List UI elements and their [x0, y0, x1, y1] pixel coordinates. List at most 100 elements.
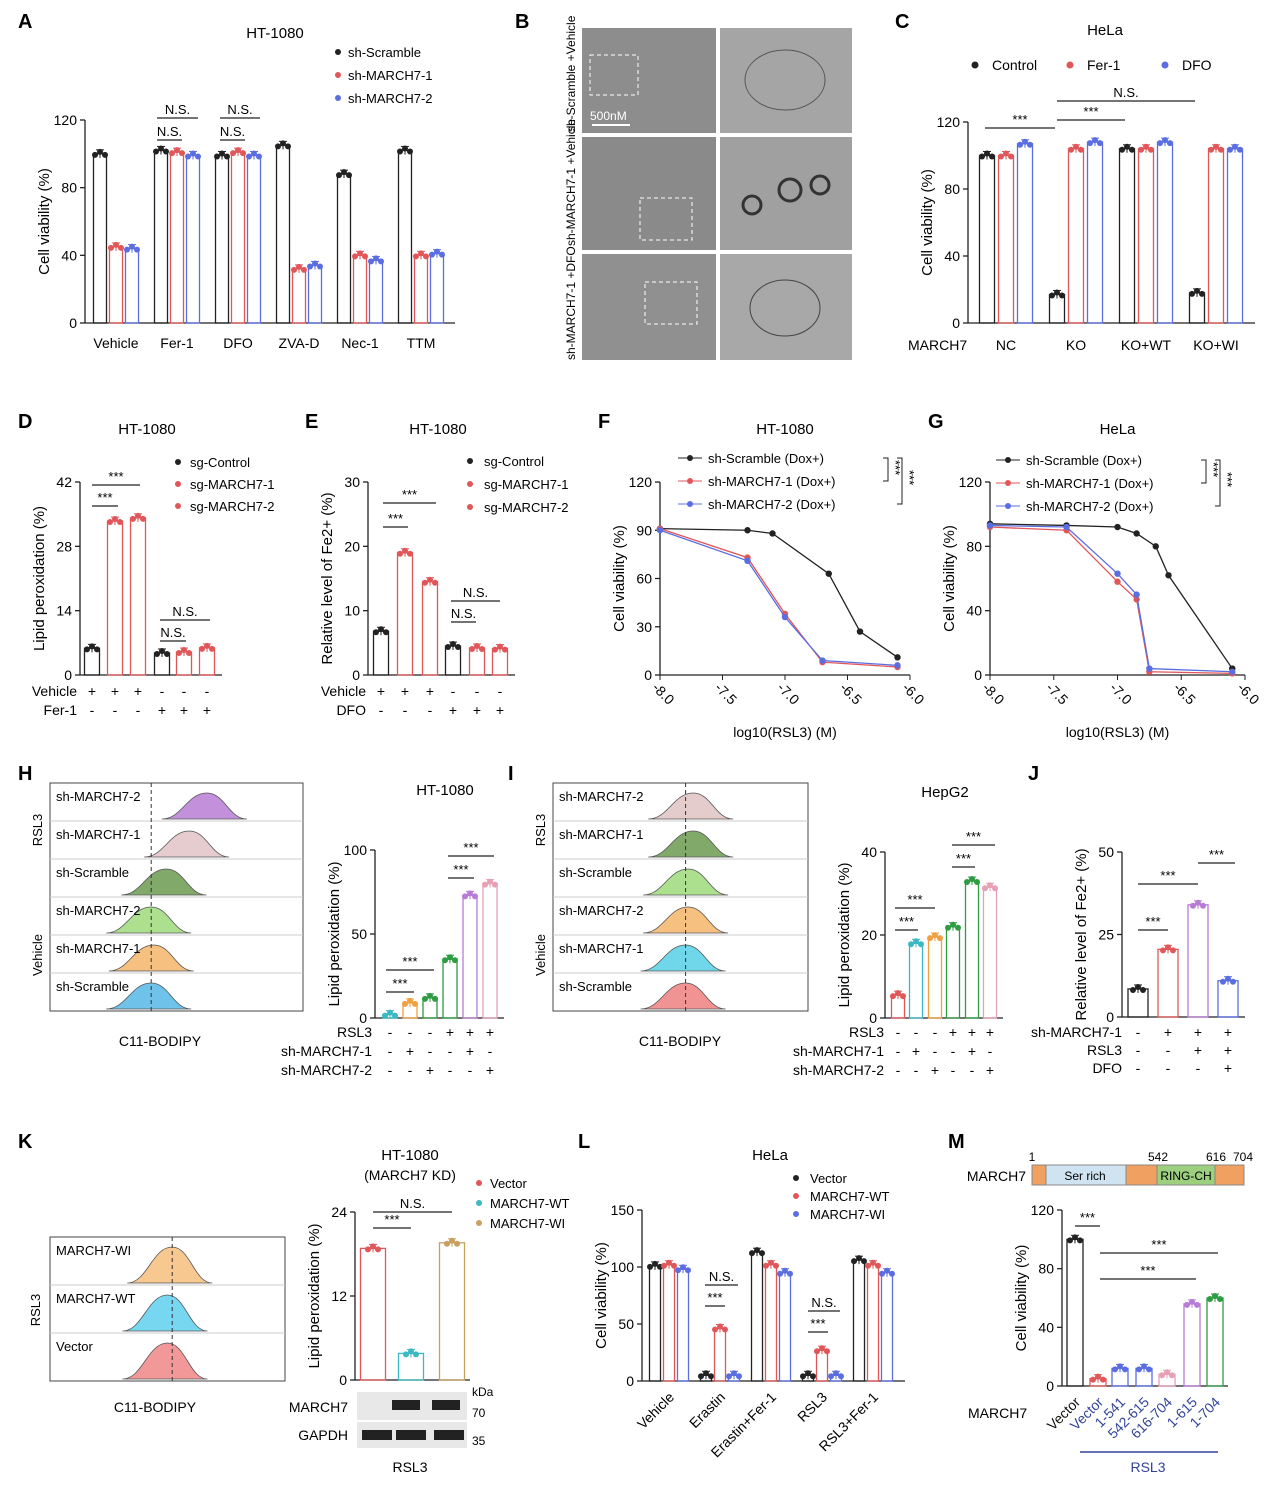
h-bar-1-dot-1 [407, 997, 413, 1004]
c-bar-0-0-dot-1 [984, 150, 990, 157]
l-bar-2-1 [764, 1264, 778, 1382]
m-sig-1-label: *** [1151, 1237, 1166, 1252]
a-bar-4-2 [368, 259, 384, 324]
k-group-0: RSL3 [28, 1294, 43, 1327]
f-series-0-point-1 [744, 527, 751, 534]
d-sign-1-3: + [158, 702, 166, 718]
e-ytick-label-0: 0 [352, 667, 360, 683]
i-sign-0-4: + [968, 1024, 976, 1040]
j-row-label-2: DFO [1092, 1060, 1122, 1076]
g-series-2-point-2 [1114, 570, 1121, 577]
f-xtick-label-4: -6.0 [899, 679, 928, 708]
k-ytick-label-1: 12 [331, 1288, 347, 1304]
k-bar-1-dot-2 [413, 1351, 419, 1358]
m-bar-3-dot-2 [1146, 1366, 1152, 1373]
c-bar-1-1-dot-1 [1073, 143, 1079, 150]
g-series-0-point-5 [1165, 572, 1172, 579]
m-bar-3-dot-0 [1136, 1366, 1142, 1373]
c-y-label: Cell viability (%) [919, 169, 936, 276]
a-bar-2-0-dot-0 [214, 153, 220, 160]
c-bar-0-1-dot-0 [998, 153, 1004, 160]
i-bar-2-dot-0 [927, 935, 933, 942]
k-y-label: Lipid peroxidation (%) [306, 1223, 323, 1368]
k-blot-marker-0: kDa [472, 1385, 494, 1399]
h-bar-1-dot-0 [402, 1000, 408, 1007]
i-bar-1 [908, 942, 924, 1019]
h-bar-4-dot-2 [472, 893, 478, 900]
l-bar-0-2 [676, 1268, 690, 1382]
f-series-2-point-3 [819, 657, 826, 664]
g-ytick-label-3: 120 [959, 474, 983, 490]
l-bar-4-2-dot-2 [889, 1270, 895, 1277]
a-bar-3-2 [307, 264, 323, 324]
panel-letter-j: J [1028, 763, 1039, 785]
m-domain-ring-label: RING-CH [1160, 1169, 1211, 1183]
d-bar-0-dot-0 [84, 646, 90, 653]
d-bar-1 [106, 520, 124, 676]
l-bar-1-2-dot-2 [736, 1373, 742, 1380]
i-sign-1-4: + [968, 1043, 976, 1059]
g-xtick-label-0: -8.0 [979, 679, 1008, 708]
h-bar-0-dot-2 [392, 1012, 398, 1019]
h-sign-1-2: - [428, 1043, 433, 1059]
f-series-2-point-0 [656, 527, 664, 534]
h-bar-4 [462, 894, 478, 1019]
c-bar-0-1-dot-2 [1008, 153, 1014, 160]
a-xtick-label-3: ZVA-D [279, 335, 320, 351]
m-ytick-label-2: 80 [1038, 1261, 1054, 1277]
panel-b-micrographs: 500nM sh-Scramble +Vehicle sh-MARCH7-1 +… [564, 15, 852, 360]
a-bar-3-0-dot-2 [285, 143, 291, 150]
e-legend-0: sg-Control [484, 454, 544, 469]
h-bar-3 [442, 958, 458, 1019]
f-bracket-0 [883, 457, 889, 482]
a-bar-1-2-dot-2 [195, 153, 201, 160]
m-bar-4-dot-2 [1169, 1372, 1175, 1379]
c-bar-0-2-dot-0 [1017, 141, 1023, 148]
c-bar-1-2-dot-1 [1092, 137, 1098, 144]
d-ytick-label-2: 28 [56, 538, 72, 554]
l-bar-1-2-dot-0 [726, 1373, 732, 1380]
e-legend-1: sg-MARCH7-1 [484, 477, 569, 492]
a-bar-5-1-dot-1 [418, 250, 424, 257]
j-sign-1-0: - [1136, 1042, 1141, 1058]
g-series-2-point-4 [1146, 665, 1153, 672]
a-bar-4-0-dot-0 [336, 172, 342, 179]
l-bar-0-1-dot-1 [666, 1259, 672, 1266]
j-bar-3-dot-0 [1220, 978, 1226, 985]
c-sig-1-label: *** [1083, 104, 1098, 119]
j-ytick-label-2: 50 [1098, 844, 1114, 860]
e-bar-0 [372, 630, 390, 676]
a-xtick-label-4: Nec-1 [341, 335, 379, 351]
j-sig-0-label: *** [1145, 914, 1160, 929]
h-bar-5-dot-1 [487, 878, 493, 885]
j-sign-1-2: + [1194, 1042, 1202, 1058]
f-series-1-line [659, 528, 898, 668]
panel-letter-m: M [948, 1131, 965, 1153]
j-bar-2 [1187, 904, 1209, 1018]
m-bar-6-dot-1 [1212, 1293, 1218, 1299]
c-bar-2-1-dot-2 [1148, 146, 1154, 153]
a-bar-0-0-dot-2 [102, 151, 108, 158]
d-bar-2-dot-1 [135, 512, 141, 519]
k-sig-0-label: *** [384, 1212, 399, 1227]
e-bar-5-dot-2 [502, 646, 508, 653]
c-bar-3-2 [1226, 148, 1244, 324]
a-bar-0-2 [124, 247, 140, 324]
a-y-label: Cell viability (%) [36, 168, 53, 275]
a-bar-3-1-dot-2 [301, 266, 307, 273]
l-sig-3-label: *** [810, 1316, 825, 1331]
l-ytick-label-2: 100 [611, 1259, 635, 1275]
l-bar-1-0-dot-0 [698, 1373, 704, 1380]
i-bar-3 [945, 926, 961, 1019]
m-domain-ser [1045, 1164, 1127, 1186]
h-row-label-1: sh-MARCH7-1 [281, 1043, 372, 1059]
c-ytick-label-3: 120 [937, 114, 961, 130]
l-bar-1-1-dot-2 [722, 1326, 728, 1333]
i-sign-1-1: + [912, 1043, 920, 1059]
a-bar-3-1-dot-1 [296, 263, 302, 270]
e-bar-2 [421, 581, 439, 676]
j-sign-0-0: - [1136, 1024, 1141, 1040]
h-group-1: Vehicle [30, 934, 45, 976]
h-bar-4-dot-1 [467, 890, 473, 897]
g-series-2-point-1 [1063, 523, 1070, 531]
